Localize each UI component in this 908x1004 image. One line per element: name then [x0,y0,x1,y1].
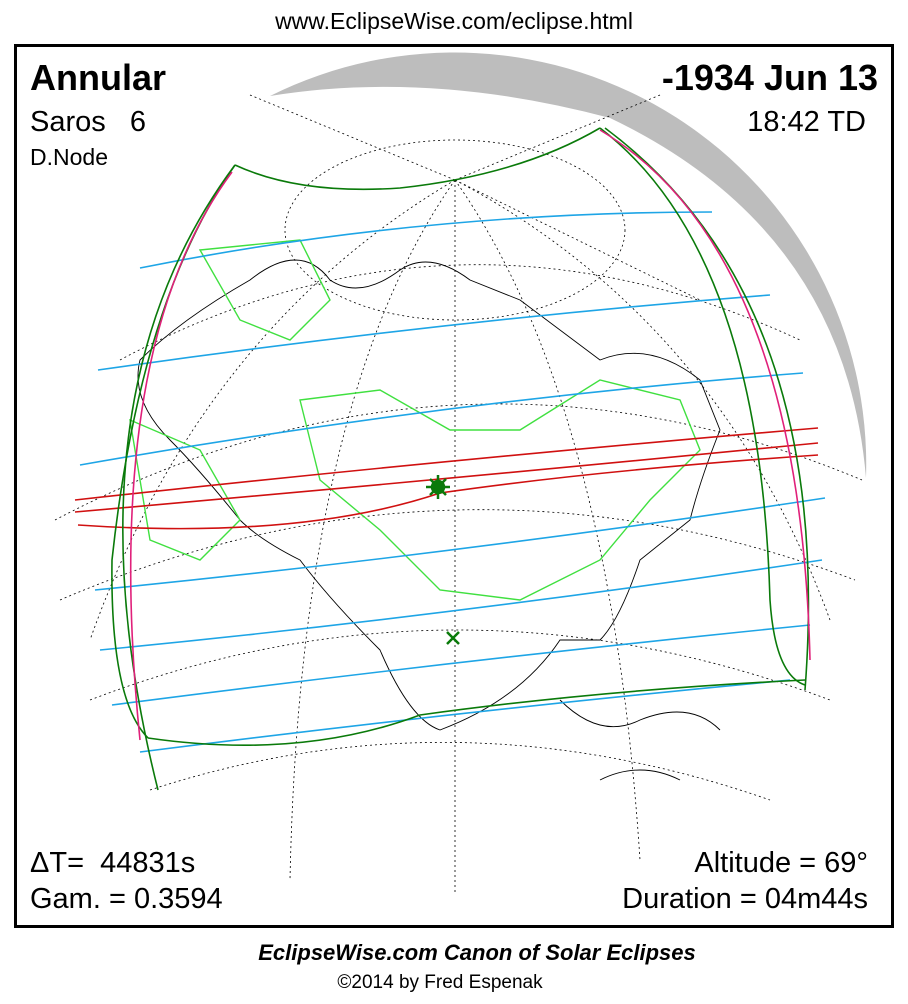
meridian [454,179,641,861]
night-region [270,52,867,479]
path-limit [74,427,819,501]
saros: Saros 6 [30,106,146,138]
contour [99,559,823,651]
contour [139,211,713,269]
parallel [284,139,626,321]
rise-set-line [599,129,811,661]
contour [79,372,804,466]
central-line [74,442,819,513]
borders [129,239,701,601]
limit-line [234,127,601,191]
rise-set-line [129,171,233,741]
coastline [137,259,721,731]
duration: Duration = 04m44s [622,883,868,915]
url: www.EclipseWise.com/eclipse.html [274,8,633,34]
meridian [289,179,456,881]
meridian [249,94,701,301]
limit-line [122,164,236,791]
contour [94,497,826,591]
subsolar-point [446,631,460,645]
altitude: Altitude = 69° [694,847,868,879]
parallel [54,403,863,521]
limit-line [599,127,806,686]
gamma: Gam. = 0.3594 [30,883,223,915]
contour [139,679,791,753]
greatest-eclipse [426,475,450,499]
delta-t: ΔT= 44831s [30,847,195,879]
eclipse-type: Annular [30,57,166,98]
limit-line [147,679,806,746]
coastline [559,699,721,781]
greatest-eclipse-star [426,475,450,499]
meridian [89,179,456,641]
parallel [59,509,856,601]
copyright: ©2014 by Fred Espenak [337,972,543,993]
meridian [454,179,831,621]
contour [111,624,811,706]
footer-title: EclipseWise.com Canon of Solar Eclipses [258,940,696,965]
contour [97,294,771,371]
parallel [89,629,831,701]
node: D.Node [30,144,108,170]
date: -1934 Jun 13 [662,57,878,98]
time: 18:42 TD [747,106,866,138]
